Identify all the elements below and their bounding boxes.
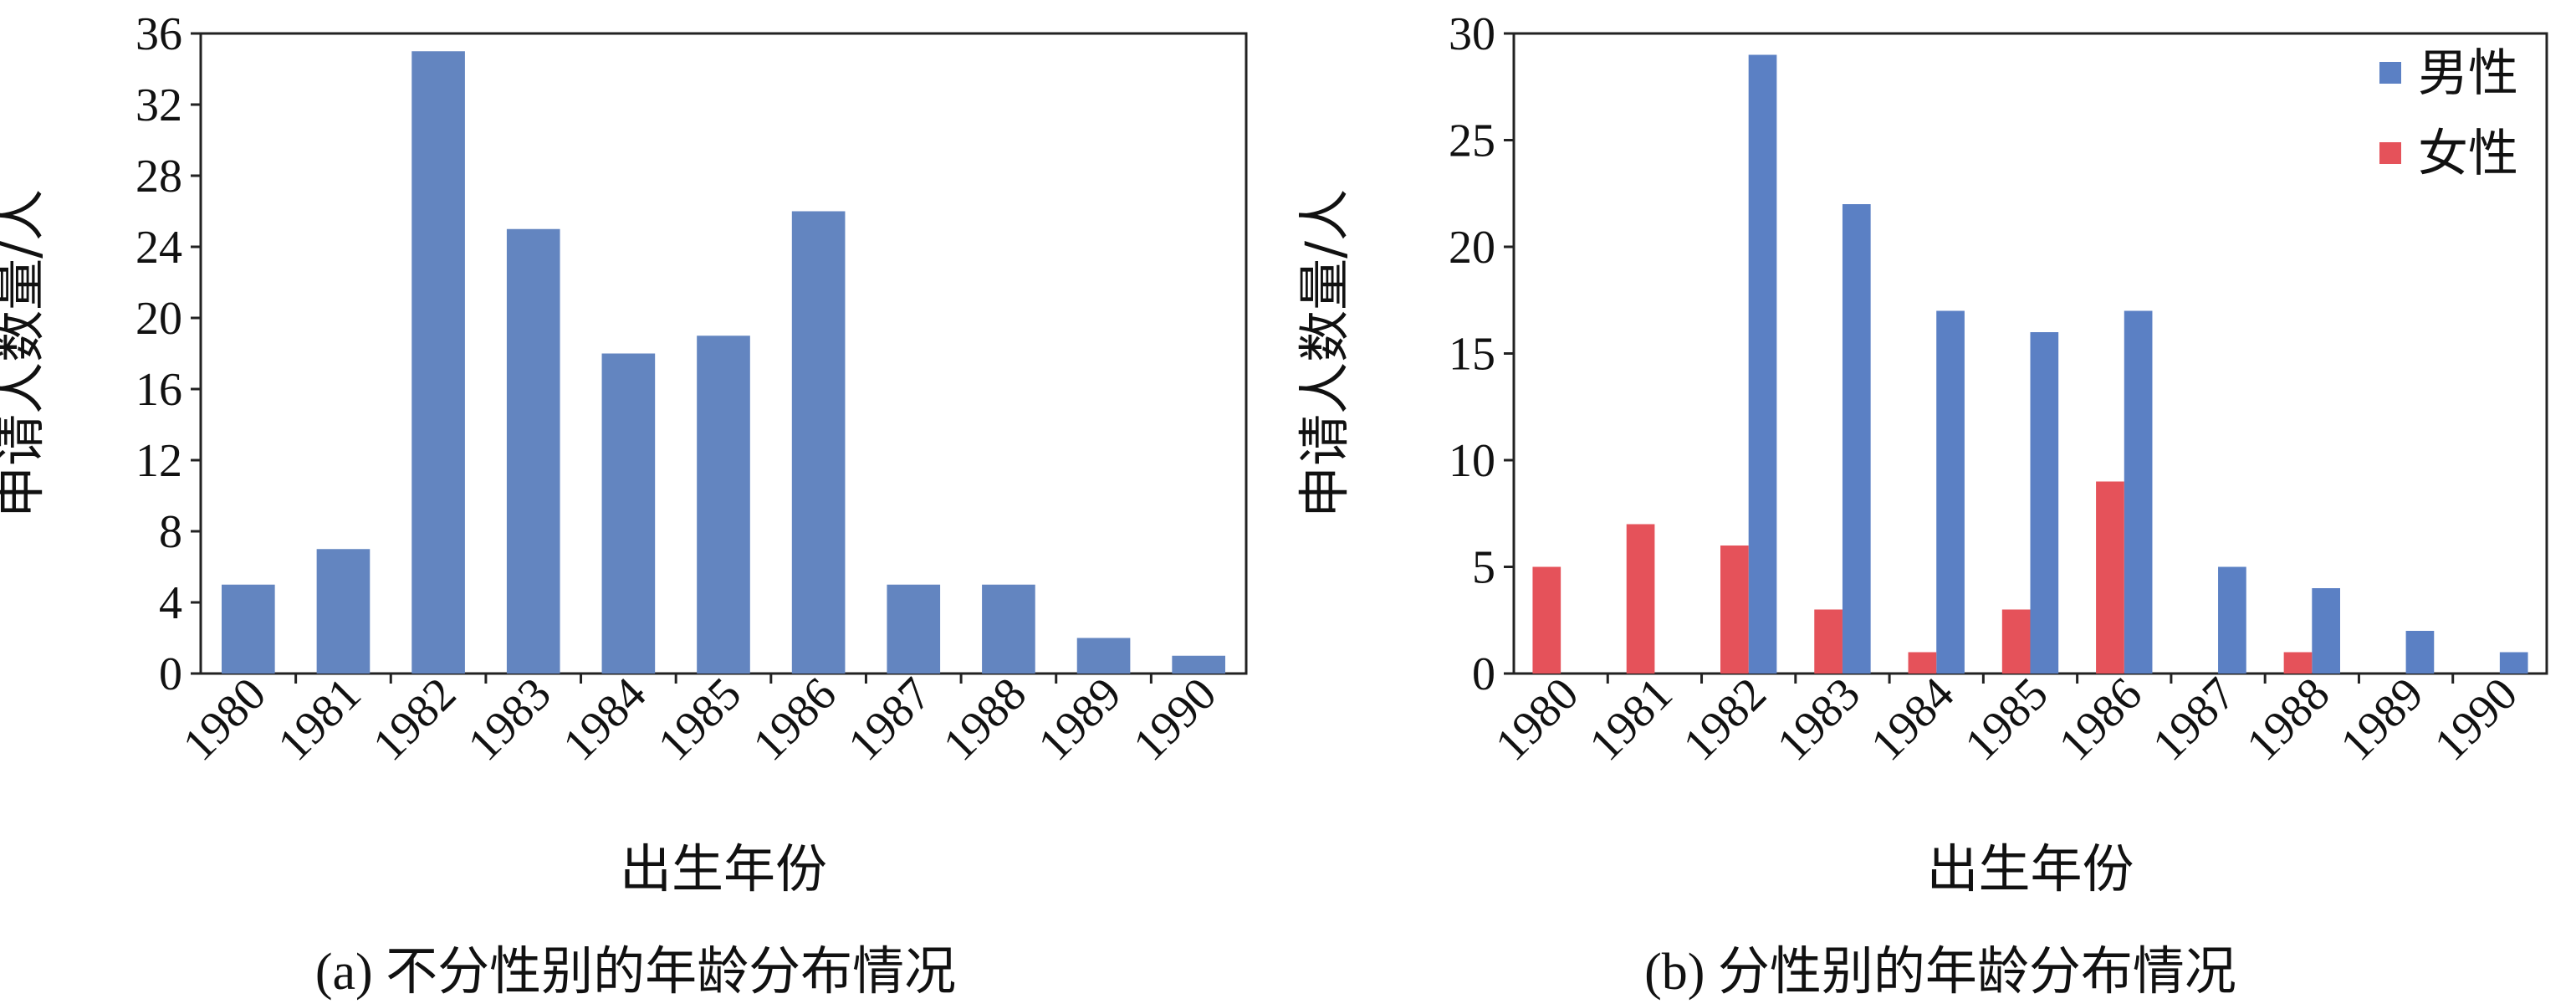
y-tick-label: 4 (159, 577, 182, 629)
y-tick-label: 8 (159, 506, 182, 558)
x-tick-label: 1982 (1674, 668, 1776, 771)
y-tick-label: 30 (1449, 8, 1495, 60)
chart-panel-a: 0 4 8 12 16 20 24 28 32 36 1980 1981 1982 1983 1984 198… (0, 0, 1271, 1001)
y-axis-title: 申请人数量/人 (1294, 189, 1355, 518)
x-tick-label: 1986 (2049, 668, 2152, 771)
x-tick-label: 1985 (1955, 668, 2058, 771)
legend-swatch (2379, 62, 2401, 84)
x-tick-label: 1981 (1580, 668, 1683, 771)
y-tick-label: 20 (1449, 222, 1495, 274)
x-tick-label: 1983 (458, 668, 561, 771)
bar (1814, 609, 1843, 674)
chart-b-caption: (b) 分性别的年龄分布情况 (1644, 944, 2236, 1001)
y-tick-label: 25 (1449, 115, 1495, 167)
x-tick-label: 1988 (933, 668, 1036, 771)
x-tick-label: 1987 (2143, 668, 2246, 771)
x-tick-label: 1985 (648, 668, 751, 771)
legend-label: 男性 (2418, 44, 2518, 103)
x-tick-label: 1990 (2425, 668, 2527, 771)
x-tick-label: 1988 (2236, 668, 2339, 771)
x-axis-title: 出生年份 (620, 838, 827, 899)
bar (1626, 524, 1655, 674)
bar (2030, 332, 2059, 674)
x-tick-label: 1984 (554, 668, 657, 771)
y-tick-label: 10 (1449, 435, 1495, 487)
legend-label: 女性 (2418, 125, 2518, 183)
x-tick-label: 1986 (744, 668, 846, 771)
bar (2499, 652, 2528, 674)
bar (1532, 566, 1561, 674)
chart-a-svg: 0481216202428323619801981198219831984198… (0, 8, 1248, 899)
bar (1908, 652, 1937, 674)
chart-b-svg: 0 5 10 15 20 25 30 1980198119821983198419851986… (1294, 8, 2548, 899)
x-tick-label: 1982 (363, 668, 466, 771)
bar (2312, 588, 2340, 674)
legend-swatch (2379, 142, 2401, 164)
bar (2283, 652, 2313, 674)
bar (1842, 204, 1871, 674)
chart-panel-b: 0 5 10 15 20 25 30 1980 1981 1982 1983 1984 1985 1986… (1294, 0, 2576, 1001)
y-tick-label: 36 (135, 8, 182, 60)
bar (887, 584, 941, 674)
x-tick-label: 1983 (1767, 668, 1870, 771)
bar (1936, 310, 1965, 674)
x-tick-label: 1981 (268, 668, 371, 771)
y-axis-title: 申请人数量/人 (0, 189, 50, 518)
bar (982, 584, 1035, 674)
y-tick-label: 15 (1449, 329, 1495, 381)
bar (316, 549, 371, 674)
chart-a-caption: (a) 不分性别的年龄分布情况 (314, 944, 957, 1001)
bar (2001, 609, 2031, 674)
x-axis-title: 出生年份 (1926, 838, 2134, 899)
bar (411, 51, 465, 674)
y-tick-label: 16 (135, 364, 182, 416)
bar (2405, 631, 2435, 674)
y-tick-label: 5 (1472, 542, 1495, 594)
bar (2124, 310, 2153, 674)
bar (506, 228, 560, 674)
bar (601, 353, 656, 674)
y-tick-label: 24 (135, 222, 182, 274)
bar (1748, 54, 1777, 674)
bar (1076, 638, 1131, 674)
bar (222, 584, 275, 674)
bar (791, 211, 846, 674)
x-tick-label: 1989 (2331, 668, 2434, 771)
bar (697, 336, 750, 674)
x-tick-label: 1987 (838, 668, 941, 771)
bar (2218, 566, 2246, 674)
x-tick-label: 1980 (1485, 668, 1588, 771)
y-tick-label: 20 (135, 293, 182, 345)
y-tick-label: 32 (135, 79, 182, 131)
x-tick-label: 1980 (173, 668, 276, 771)
y-tick-label: 12 (135, 435, 182, 487)
bar (1172, 655, 1225, 674)
bar (1720, 546, 1749, 674)
y-tick-label: 0 (159, 648, 182, 700)
y-tick-label: 28 (135, 151, 182, 202)
x-tick-label: 1984 (1861, 668, 1964, 771)
x-tick-label: 1990 (1123, 668, 1226, 771)
x-tick-label: 1989 (1029, 668, 1132, 771)
bar (2096, 481, 2124, 674)
y-tick-label: 0 (1472, 648, 1495, 700)
